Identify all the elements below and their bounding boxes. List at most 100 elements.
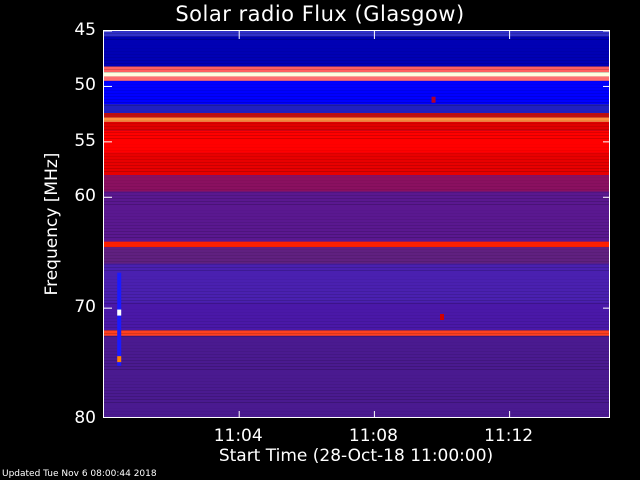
texture-line [104, 117, 609, 118]
texture-line [104, 147, 610, 148]
texture-line [104, 252, 609, 253]
frequency-band [104, 247, 609, 264]
texture-line [104, 321, 609, 322]
texture-line [104, 210, 610, 211]
frequency-band [104, 330, 609, 336]
spectral-point [117, 356, 122, 363]
texture-line [104, 165, 609, 166]
texture-line [104, 177, 610, 178]
texture-line [104, 264, 609, 265]
texture-line [104, 168, 609, 169]
texture-line [104, 267, 609, 268]
texture-line [104, 78, 610, 79]
texture-line [104, 144, 610, 145]
texture-line [104, 243, 610, 244]
texture-line [104, 285, 609, 286]
texture-line [104, 171, 609, 172]
texture-line [104, 417, 610, 418]
frequency-band [104, 191, 609, 242]
texture-line [104, 363, 609, 364]
texture-line [104, 231, 609, 232]
texture-line [104, 318, 609, 319]
texture-line [104, 276, 610, 277]
texture-line [104, 33, 609, 34]
texture-line [104, 51, 609, 52]
texture-line [104, 312, 610, 313]
frequency-band [104, 302, 609, 331]
frequency-band [104, 263, 609, 303]
texture-line [104, 132, 609, 133]
texture-line [104, 408, 610, 409]
texture-line [104, 348, 609, 349]
texture-line [104, 387, 609, 388]
frequency-band [104, 113, 609, 118]
texture-line [104, 159, 609, 160]
texture-line [104, 369, 609, 370]
texture-line [104, 111, 610, 112]
texture-line [104, 36, 609, 37]
texture-line [104, 291, 609, 292]
texture-line [104, 258, 609, 259]
frequency-band [104, 335, 609, 417]
texture-line [104, 303, 609, 304]
texture-line [104, 99, 609, 100]
frequency-band [104, 76, 609, 81]
texture-line [104, 84, 609, 85]
texture-line [104, 399, 609, 400]
texture-line [104, 135, 609, 136]
texture-line [104, 138, 609, 139]
frequency-band [104, 36, 609, 67]
texture-line [104, 87, 609, 88]
texture-line [104, 54, 609, 55]
frequency-band [104, 72, 609, 77]
texture-line [104, 279, 610, 280]
y-tick-label: 60 [74, 186, 96, 207]
texture-line [104, 39, 609, 40]
frequency-band [104, 152, 609, 176]
frequency-band [104, 31, 609, 37]
texture-line [104, 309, 610, 310]
texture-line [104, 219, 609, 220]
chart-title: Solar radio Flux (Glasgow) [175, 2, 465, 26]
texture-line [104, 69, 609, 70]
texture-line [104, 222, 609, 223]
y-tick-label: 70 [74, 297, 96, 318]
texture-line [104, 246, 610, 247]
texture-line [104, 81, 610, 82]
x-tick-label: 11:04 [213, 426, 263, 446]
texture-line [104, 90, 609, 91]
texture-line [104, 72, 609, 73]
texture-line [104, 123, 609, 124]
texture-line [104, 270, 609, 271]
y-tick-label: 80 [74, 408, 96, 428]
texture-line [104, 324, 609, 325]
texture-line [104, 414, 609, 415]
texture-line [104, 189, 609, 190]
frequency-band [104, 66, 609, 73]
texture-line [104, 63, 609, 64]
texture-line [104, 378, 610, 379]
texture-line [104, 402, 609, 403]
texture-line [104, 381, 609, 382]
x-tick-label: 11:12 [484, 426, 534, 446]
texture-line [104, 354, 609, 355]
texture-line [104, 360, 609, 361]
texture-line [104, 192, 609, 193]
frequency-band [104, 117, 609, 122]
texture-line [104, 195, 609, 196]
texture-line [104, 396, 609, 397]
texture-line [104, 330, 609, 331]
plot-area [103, 30, 610, 418]
texture-line [104, 93, 609, 94]
texture-line [104, 114, 610, 115]
texture-line [104, 315, 609, 316]
texture-line [104, 357, 609, 358]
texture-line [104, 57, 609, 58]
texture-line [104, 186, 609, 187]
texture-line [104, 237, 609, 238]
texture-line [104, 60, 609, 61]
texture-line [104, 183, 609, 184]
texture-line [104, 345, 610, 346]
texture-line [104, 234, 609, 235]
texture-line [104, 384, 609, 385]
